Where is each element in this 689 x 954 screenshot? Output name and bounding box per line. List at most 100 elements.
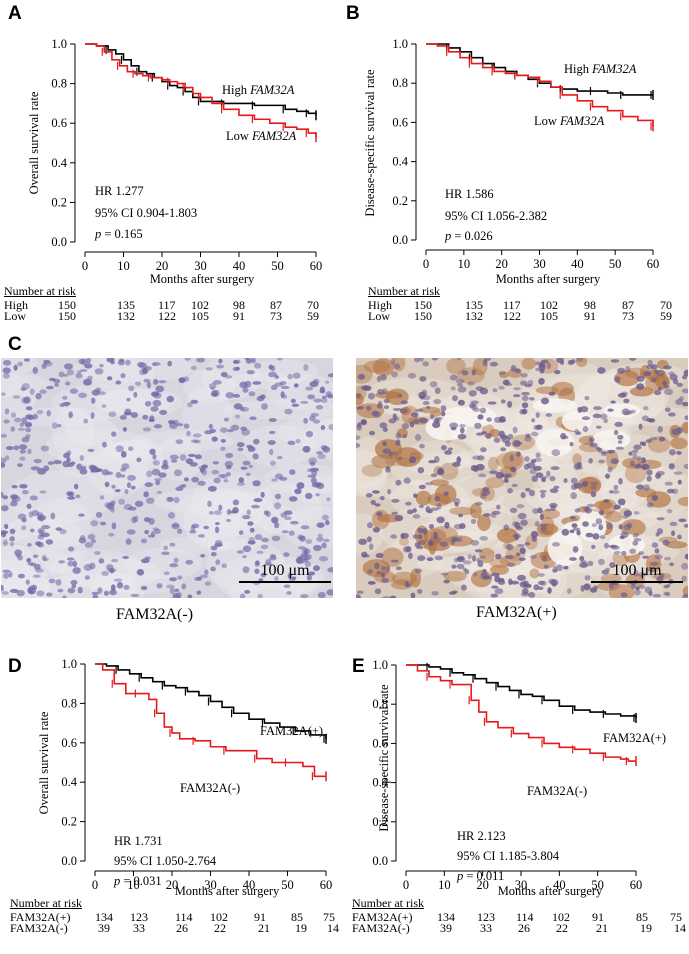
cell-nucleus bbox=[436, 516, 445, 524]
cell-nucleus bbox=[467, 381, 475, 386]
cell-nucleus bbox=[609, 490, 614, 494]
cell-nucleus bbox=[569, 441, 574, 447]
y-tick-label: 0.4 bbox=[61, 775, 77, 789]
risk-table-e: Number at risk FAM32A(+) 134 123 114 102… bbox=[352, 896, 688, 935]
cell-nucleus bbox=[390, 358, 395, 365]
risk-row-label: High bbox=[4, 298, 28, 312]
risk-value: 22 bbox=[556, 921, 568, 935]
cell-nucleus bbox=[662, 539, 670, 546]
risk-value: 135 bbox=[117, 298, 135, 312]
cell-nucleus bbox=[510, 466, 517, 473]
positive-stain bbox=[670, 437, 688, 450]
cell-nucleus bbox=[294, 488, 302, 495]
cell-nucleus bbox=[656, 528, 664, 535]
risk-value: 33 bbox=[480, 921, 492, 935]
cell-nucleus bbox=[252, 381, 262, 385]
y-axis-label: Disease-specific survival rate bbox=[377, 684, 391, 832]
cell-nucleus bbox=[79, 468, 88, 475]
cell-nucleus bbox=[142, 427, 152, 432]
cell-nucleus bbox=[498, 385, 505, 390]
cell-nucleus bbox=[629, 358, 637, 361]
cell-nucleus bbox=[599, 535, 606, 540]
cell-nucleus bbox=[2, 539, 8, 547]
cell-nucleus bbox=[640, 457, 646, 464]
cell-nucleus bbox=[169, 587, 176, 595]
cell-nucleus bbox=[581, 416, 591, 421]
cell-nucleus bbox=[317, 533, 323, 537]
cell-nucleus bbox=[509, 507, 518, 514]
cell-nucleus bbox=[67, 587, 76, 594]
cell-nucleus bbox=[642, 406, 649, 411]
cell-nucleus bbox=[499, 434, 508, 440]
cell-nucleus bbox=[371, 410, 379, 417]
cell-nucleus bbox=[471, 554, 477, 562]
cell-nucleus bbox=[140, 585, 148, 591]
y-tick-label: 1.0 bbox=[372, 658, 388, 672]
cell-nucleus bbox=[10, 426, 16, 432]
cell-nucleus bbox=[43, 359, 51, 364]
cell-nucleus bbox=[254, 561, 261, 567]
cell-nucleus bbox=[631, 583, 636, 590]
survival-curve-one bbox=[406, 664, 637, 718]
cell-nucleus bbox=[588, 437, 595, 443]
cell-nucleus bbox=[87, 375, 93, 381]
cell-nucleus bbox=[27, 448, 32, 455]
cell-nucleus bbox=[450, 386, 456, 391]
cell-nucleus bbox=[21, 383, 30, 390]
cell-nucleus bbox=[429, 381, 438, 388]
cell-nucleus bbox=[258, 578, 264, 582]
cell-nucleus bbox=[177, 528, 183, 534]
cell-nucleus bbox=[10, 501, 18, 507]
series-label-low: Low FAM32A bbox=[226, 129, 297, 143]
cell-nucleus bbox=[606, 522, 613, 530]
risk-value: 39 bbox=[440, 921, 452, 935]
cell-nucleus bbox=[441, 572, 449, 576]
risk-value: 14 bbox=[674, 921, 686, 935]
cell-nucleus bbox=[681, 562, 688, 570]
cell-nucleus bbox=[312, 565, 320, 572]
cell-nucleus bbox=[110, 584, 116, 592]
cell-nucleus bbox=[402, 546, 410, 553]
cell-nucleus bbox=[265, 510, 271, 518]
cell-nucleus bbox=[447, 447, 453, 451]
cell-nucleus bbox=[175, 439, 184, 445]
cell-nucleus bbox=[75, 494, 81, 499]
cell-nucleus bbox=[539, 523, 549, 527]
positive-stain bbox=[485, 477, 504, 489]
cell-nucleus bbox=[106, 376, 113, 381]
cell-nucleus bbox=[78, 513, 85, 517]
risk-title: Number at risk bbox=[352, 896, 424, 910]
survival-curve-two bbox=[85, 43, 317, 138]
cell-nucleus bbox=[380, 565, 386, 571]
tissue-region bbox=[7, 470, 115, 523]
cell-nucleus bbox=[315, 493, 320, 497]
positive-stain bbox=[361, 464, 383, 477]
x-axis-label: Months after surgery bbox=[175, 884, 280, 898]
risk-value: 70 bbox=[660, 298, 672, 312]
cell-nucleus bbox=[187, 453, 196, 457]
cell-nucleus bbox=[186, 402, 193, 408]
positive-stain bbox=[489, 429, 501, 438]
cell-nucleus bbox=[312, 419, 321, 424]
cell-nucleus bbox=[467, 554, 472, 560]
panel-letter-b: B bbox=[346, 3, 360, 24]
cell-nucleus bbox=[169, 454, 179, 460]
cell-nucleus bbox=[617, 367, 626, 374]
series-label-high: High FAM32A bbox=[564, 62, 637, 76]
cell-nucleus bbox=[99, 363, 104, 368]
cell-nucleus bbox=[515, 451, 521, 457]
cell-nucleus bbox=[73, 483, 79, 490]
cell-nucleus bbox=[556, 358, 565, 364]
cell-nucleus bbox=[535, 472, 544, 478]
cell-nucleus bbox=[242, 566, 250, 574]
tissue-region bbox=[86, 440, 150, 496]
cell-nucleus bbox=[577, 406, 583, 413]
cell-nucleus bbox=[130, 593, 140, 598]
cell-nucleus bbox=[382, 427, 388, 433]
cell-nucleus bbox=[119, 414, 127, 420]
cell-nucleus bbox=[387, 488, 392, 495]
cell-nucleus bbox=[491, 510, 501, 515]
cell-nucleus bbox=[606, 449, 615, 454]
cell-nucleus bbox=[400, 532, 409, 539]
cell-nucleus bbox=[186, 430, 191, 437]
